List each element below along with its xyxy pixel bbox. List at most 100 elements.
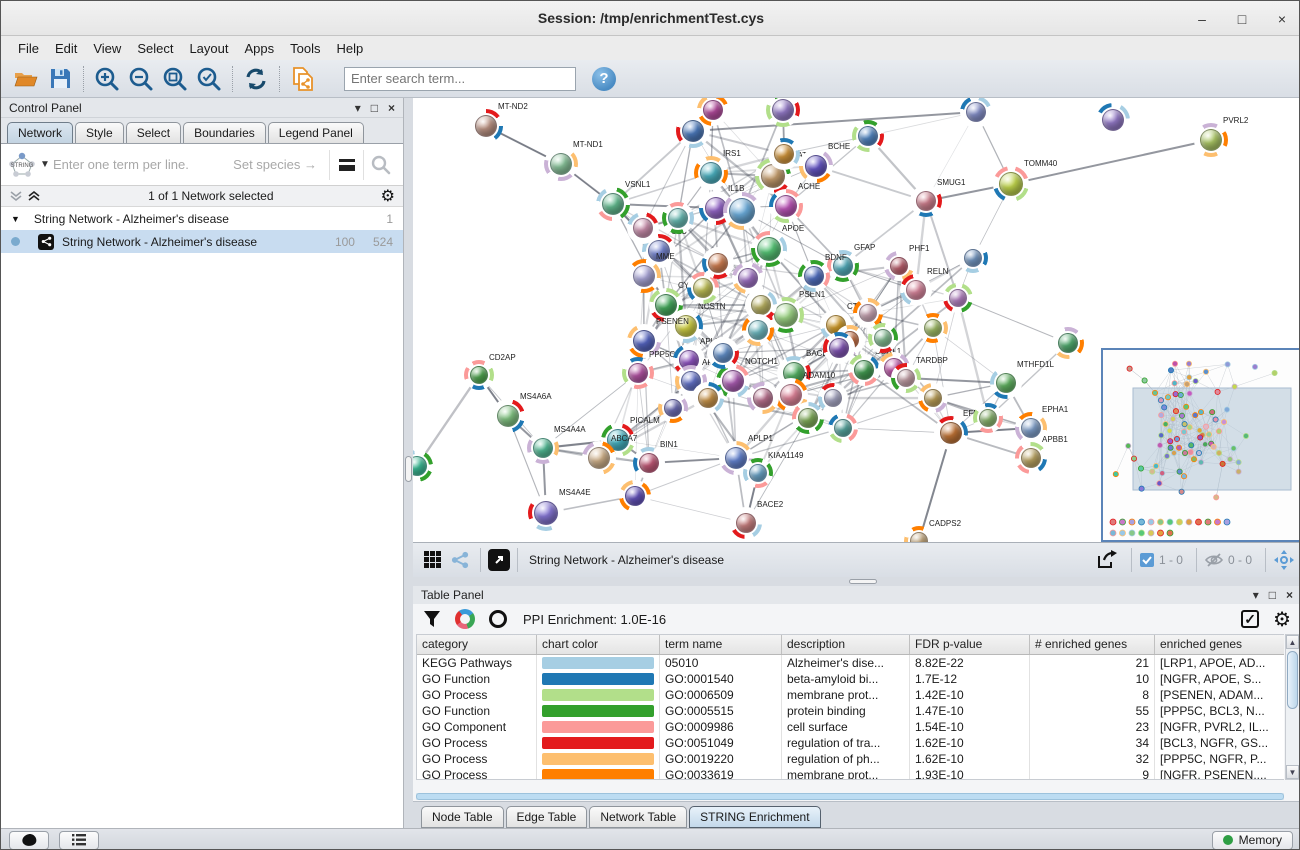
tree-expander-icon[interactable]: ▼ (11, 213, 20, 224)
welcome-screen-button[interactable] (9, 830, 49, 849)
network-node-ms4a6a[interactable] (491, 399, 525, 433)
column-header-5[interactable]: FDR p-value (910, 635, 1030, 654)
network-node-adamts2[interactable] (960, 98, 992, 128)
scroll-down-arrow[interactable]: ▼ (1286, 765, 1299, 779)
network-node[interactable] (852, 120, 884, 152)
network-node[interactable] (868, 323, 898, 353)
export-network-button[interactable] (286, 64, 320, 94)
network-node-psenen[interactable] (627, 324, 661, 358)
scrollbar-thumb[interactable] (416, 793, 1284, 800)
network-node[interactable] (958, 243, 988, 273)
network-node-ache[interactable] (769, 189, 803, 223)
chart-icon[interactable] (455, 609, 475, 629)
table-row[interactable]: GO Function GO:0005515 protein binding 1.47… (417, 703, 1284, 719)
tab-network[interactable]: Network (7, 122, 74, 143)
network-node-cadps2[interactable] (904, 526, 934, 542)
column-header-2[interactable]: chart color (537, 635, 660, 654)
splitter-handle[interactable] (849, 579, 877, 584)
network-node-adam10[interactable] (774, 378, 808, 412)
network-node[interactable] (973, 403, 1003, 433)
table-row[interactable]: GO Process GO:0019220 regulation of ph... 1… (417, 751, 1284, 767)
string-view-button[interactable] (447, 545, 473, 575)
tab-string-enrichment[interactable]: STRING Enrichment (689, 806, 821, 828)
search-input[interactable] (344, 66, 576, 91)
network-node-aplp1[interactable] (719, 441, 753, 475)
tab-select[interactable]: Select (125, 122, 182, 143)
network-node[interactable] (619, 480, 651, 512)
network-node-phf1[interactable] (884, 251, 914, 281)
scrollbar-thumb[interactable] (1287, 651, 1298, 709)
table-row[interactable]: GO Process GO:0033619 membrane prot... 1.93… (417, 767, 1284, 779)
network-canvas[interactable]: MT-ND2MT-ND1VSNL1GAB2ADAMTS2PVRL2TOMM40S… (413, 98, 1300, 542)
filter-icon[interactable] (423, 610, 441, 628)
table-row[interactable]: GO Component GO:0009986 cell surface 1.54E-… (417, 719, 1284, 735)
splitter-handle[interactable] (405, 456, 412, 482)
network-node[interactable] (823, 332, 855, 364)
table-row[interactable]: GO Function GO:0001540 beta-amyloid bi... 1… (417, 671, 1284, 687)
task-history-button[interactable] (59, 830, 99, 849)
network-node-bin1[interactable] (633, 447, 665, 479)
settings-gear-icon[interactable]: ⚙ (1273, 607, 1291, 631)
string-options-button[interactable] (329, 149, 363, 180)
network-node-vsnl1[interactable] (596, 187, 630, 221)
network-node[interactable] (723, 192, 761, 230)
network-node-cd2ap[interactable] (464, 360, 494, 390)
network-collection-row[interactable]: ▼ String Network - Alzheimer's disease 1 (1, 207, 403, 230)
network-node-mthfd1l[interactable] (990, 367, 1022, 399)
birds-eye-view[interactable] (1101, 348, 1300, 542)
network-node[interactable] (1096, 103, 1130, 137)
zoom-out-button[interactable] (124, 64, 158, 94)
network-node[interactable] (766, 98, 800, 127)
collapse-all-icon[interactable] (9, 190, 23, 202)
network-node-ms4a4e[interactable] (528, 495, 564, 531)
expand-all-icon[interactable] (27, 190, 41, 202)
column-header-1[interactable]: category (417, 635, 537, 654)
network-node[interactable] (853, 298, 883, 328)
column-header-6[interactable]: # enriched genes (1030, 635, 1155, 654)
set-species-label[interactable]: Set species → (233, 157, 317, 172)
vertical-scrollbar[interactable]: ▲ ▼ (1285, 634, 1299, 780)
horizontal-splitter[interactable] (413, 577, 1299, 586)
table-row[interactable]: KEGG Pathways 05010 Alzheimer's dise... 8.8… (417, 655, 1284, 671)
grid-view-button[interactable] (419, 545, 447, 575)
network-node-irs1[interactable] (694, 156, 728, 190)
menu-select[interactable]: Select (137, 40, 174, 56)
zoom-in-button[interactable] (90, 64, 124, 94)
panel-close-button[interactable]: × (387, 100, 395, 115)
network-node[interactable] (627, 212, 659, 244)
panel-menu-button[interactable]: ▾ (1252, 588, 1259, 602)
network-node-smug1[interactable] (910, 185, 942, 217)
network-node-cyp19a1[interactable] (649, 288, 683, 322)
network-node[interactable] (918, 383, 948, 413)
network-node-tomm40[interactable] (993, 166, 1029, 202)
string-source-selector[interactable]: STRING ▼ (7, 151, 53, 179)
network-node[interactable] (413, 450, 433, 482)
network-node-kiaa1149[interactable] (743, 458, 773, 488)
network-node[interactable] (662, 202, 694, 234)
network-row[interactable]: String Network - Alzheimer's disease 100… (1, 230, 403, 253)
network-node[interactable] (768, 138, 800, 170)
select-terms-button[interactable]: ✓ (1241, 610, 1260, 628)
scroll-up-arrow[interactable]: ▲ (1286, 635, 1299, 649)
column-header-3[interactable]: term name (660, 635, 782, 654)
detach-view-button[interactable] (488, 549, 510, 571)
network-node-ms4a4a[interactable] (527, 432, 559, 464)
horizontal-scrollbar[interactable] (416, 793, 1284, 800)
open-session-button[interactable] (9, 64, 43, 94)
network-node[interactable] (792, 402, 824, 434)
column-header-7[interactable]: enriched genes (1155, 635, 1284, 654)
network-node-bace2[interactable] (730, 507, 762, 539)
table-row[interactable]: GO Process GO:0051049 regulation of tra...… (417, 735, 1284, 751)
network-node-apoe[interactable] (751, 231, 787, 267)
menu-help[interactable]: Help (336, 40, 364, 56)
tab-edge-table[interactable]: Edge Table (505, 806, 588, 828)
network-node-mt-nd1[interactable] (544, 147, 578, 181)
menu-view[interactable]: View (93, 40, 122, 56)
maximize-button[interactable]: □ (1237, 10, 1247, 27)
string-search-button[interactable] (363, 149, 397, 180)
column-header-4[interactable]: description (782, 635, 910, 654)
network-node-gfap[interactable] (827, 250, 859, 282)
network-node-apbb1[interactable] (1015, 442, 1047, 474)
network-node-ppp5c[interactable] (622, 357, 654, 389)
network-node[interactable] (732, 262, 764, 294)
